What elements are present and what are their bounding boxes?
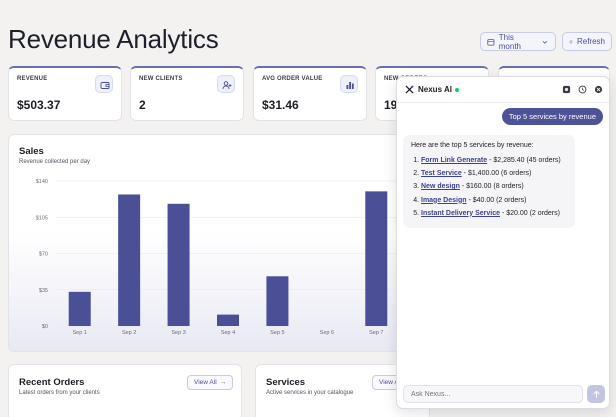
stat-value: 2 (139, 98, 146, 112)
stat-card-revenue: REVENUE $503.37 (8, 66, 122, 121)
assistant-intro: Here are the top 5 services by revenue: (411, 142, 534, 149)
period-select-button[interactable]: This month (480, 32, 556, 51)
x-tick-label: Sep 6 (320, 330, 334, 336)
y-tick-label: $0 (42, 324, 48, 330)
close-icon[interactable] (594, 85, 603, 94)
wallet-icon (95, 75, 113, 93)
view-all-orders-button[interactable]: View All → (187, 375, 234, 390)
stat-card-avg-order: AVG ORDER VALUE $31.46 (253, 66, 367, 121)
nexus-chat-panel: Nexus AI Top 5 services by revenue Here … (396, 76, 610, 409)
stat-label: REVENUE (17, 76, 48, 82)
chevron-down-icon (542, 40, 548, 44)
refresh-button[interactable]: Refresh (562, 32, 612, 51)
x-tick-label: Sep 5 (270, 330, 284, 336)
nexus-chat-input[interactable] (403, 385, 583, 403)
nexus-title: Nexus AI (418, 85, 452, 94)
list-item: Test Service - $1,400.00 (6 orders) (421, 169, 569, 179)
list-item: Form Link Generate - $2,285.40 (45 order… (421, 156, 569, 166)
y-tick-label: $35 (39, 288, 48, 294)
nexus-header: Nexus AI (397, 77, 609, 103)
service-detail: - $2,285.40 (45 orders) (487, 157, 561, 165)
stat-value: $503.37 (17, 98, 61, 112)
x-tick-label: Sep 2 (122, 330, 136, 336)
service-detail: - $1,400.00 (6 orders) (461, 170, 532, 178)
stat-label: AVG ORDER VALUE (262, 76, 323, 82)
recent-orders-panel: Recent Orders Latest orders from your cl… (8, 364, 242, 417)
sales-chart-panel: Sales Revenue collected per day $0 $35 $70… (8, 134, 426, 352)
service-detail: - $40.00 (2 orders) (466, 196, 527, 204)
sales-bar-chart: $0 $35 $70 $105 $140 Sep 1 Sep 2 Sep 3 Sep 4 Sep … (36, 179, 401, 336)
services-list: Form Link Generate - $2,285.40 (45 order… (421, 156, 569, 219)
service-detail: - $160.00 (8 orders) (459, 183, 524, 191)
x-tick-label: Sep 4 (221, 330, 235, 336)
refresh-icon (569, 39, 573, 43)
chart-bar[interactable] (118, 194, 141, 326)
expand-icon[interactable] (562, 85, 571, 94)
stat-value: $31.46 (262, 98, 299, 112)
view-all-label: View A (379, 379, 399, 386)
sales-subtitle: Revenue collected per day (19, 159, 91, 165)
send-button[interactable] (587, 385, 605, 403)
chart-bar[interactable] (68, 291, 91, 326)
page-title: Revenue Analytics (8, 24, 219, 54)
chart-bar[interactable] (266, 276, 289, 326)
arrow-up-icon (592, 390, 600, 398)
x-tick-label: Sep 1 (73, 330, 87, 336)
history-icon[interactable] (578, 85, 587, 94)
x-tick-label: Sep 7 (369, 330, 383, 336)
service-link[interactable]: Test Service (421, 170, 462, 178)
y-tick-label: $140 (36, 179, 48, 185)
user-plus-icon (217, 75, 235, 93)
x-tick-label: Sep 3 (171, 330, 185, 336)
view-all-label: View All (194, 379, 217, 386)
services-subtitle: Active services in your catalogue (266, 390, 354, 396)
chart-bar[interactable] (217, 314, 239, 326)
service-link[interactable]: Image Design (421, 196, 467, 204)
assistant-message: Here are the top 5 services by revenue: … (403, 135, 575, 228)
recent-orders-subtitle: Latest orders from your clients (19, 390, 100, 396)
y-tick-label: $70 (39, 252, 48, 258)
y-tick-label: $105 (36, 215, 48, 221)
chart-bar[interactable] (167, 203, 190, 326)
stat-value: 19 (384, 98, 398, 112)
refresh-label: Refresh (576, 37, 605, 46)
stat-card-new-clients: NEW CLIENTS 2 (130, 66, 244, 121)
arrow-right-icon: → (219, 379, 227, 386)
service-link[interactable]: Form Link Generate (421, 157, 488, 165)
list-item: Instant Delivery Service - $20.00 (2 ord… (421, 209, 569, 219)
services-title: Services (266, 377, 306, 388)
stat-label: NEW CLIENTS (139, 76, 183, 82)
service-detail: - $20.00 (2 orders) (500, 209, 560, 217)
list-item: Image Design - $40.00 (2 orders) (421, 196, 569, 206)
chart-bar[interactable] (365, 191, 388, 326)
nexus-logo-icon (405, 85, 414, 94)
recent-orders-title: Recent Orders (19, 377, 85, 388)
bar-chart-icon (340, 75, 358, 93)
calendar-icon (487, 38, 495, 45)
online-status-dot (455, 88, 459, 92)
service-link[interactable]: Instant Delivery Service (421, 209, 500, 217)
service-link[interactable]: New design (421, 183, 460, 191)
period-select-label: This month (498, 32, 521, 51)
user-message: Top 5 services by revenue (501, 108, 603, 125)
list-item: New design - $160.00 (8 orders) (421, 182, 569, 192)
sales-title: Sales (19, 146, 44, 157)
